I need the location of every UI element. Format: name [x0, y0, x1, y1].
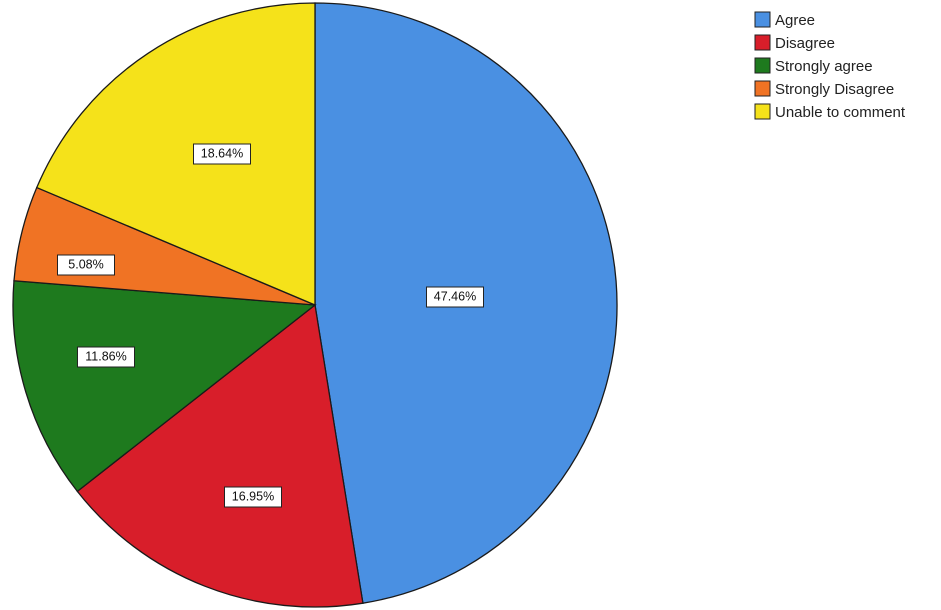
legend-swatch: [754, 57, 771, 74]
data-label-text: 11.86%: [85, 349, 126, 363]
data-label-box: [77, 346, 135, 368]
legend-swatch: [754, 11, 771, 28]
legend-label: Disagree: [775, 35, 835, 52]
data-label-disagree: 16.95%: [224, 486, 282, 508]
pie-slice-unable-to-comment: [35, 2, 316, 306]
legend-label: Strongly Disagree: [775, 81, 894, 98]
legend-item-disagree: Disagree: [754, 34, 835, 52]
pie-slices: [12, 2, 618, 608]
legend-swatch: [754, 103, 771, 120]
data-label-text: 5.08%: [68, 257, 103, 271]
legend-swatch: [754, 80, 771, 97]
pie-data-labels: 47.46% 16.95% 11.86% 5.08% 18.64%: [57, 143, 484, 508]
legend: Agree Disagree Strongly agree Strongly Disa…: [754, 11, 906, 121]
legend-label: Unable to comment: [775, 104, 906, 121]
legend-swatch: [754, 34, 771, 51]
data-label-box: [224, 486, 282, 508]
data-label-agree: 47.46%: [426, 286, 484, 308]
pie-slice-strongly-agree: [12, 280, 317, 493]
legend-label: Agree: [775, 12, 815, 29]
data-label-box: [57, 254, 115, 276]
data-label-box: [426, 286, 484, 308]
data-label-text: 16.95%: [232, 489, 274, 503]
legend-item-unable-to-comment: Unable to comment: [754, 103, 906, 121]
data-label-strongly-disagree: 5.08%: [57, 254, 115, 276]
legend-item-strongly-disagree: Strongly Disagree: [754, 80, 894, 98]
data-label-box: [193, 143, 251, 165]
legend-item-agree: Agree: [754, 11, 815, 29]
data-label-text: 18.64%: [201, 146, 243, 160]
pie-slice-disagree: [76, 303, 364, 608]
data-label-unable-to-comment: 18.64%: [193, 143, 251, 165]
data-label-strongly-agree: 11.86%: [77, 346, 135, 368]
legend-item-strongly-agree: Strongly agree: [754, 57, 873, 75]
data-label-text: 47.46%: [434, 289, 476, 303]
legend-label: Strongly agree: [775, 58, 873, 75]
